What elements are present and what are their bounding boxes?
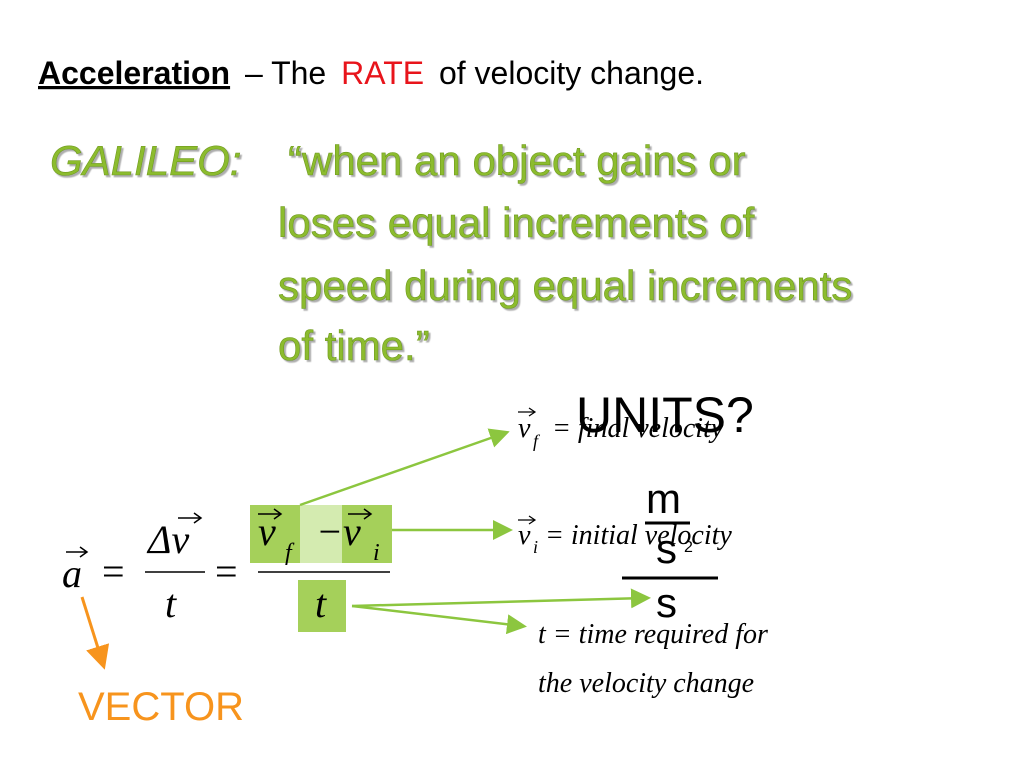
vector-arrow <box>66 546 89 558</box>
units-label: UNITS? <box>576 387 754 443</box>
quote-line: speed during equal increments <box>278 262 852 309</box>
quote-speaker: GALILEO: <box>50 137 241 184</box>
vector-arrow <box>518 407 537 417</box>
eq-t2: t <box>315 581 327 626</box>
def-sub: f <box>533 431 541 451</box>
quote: GALILEO: “when an object gains or loses … <box>50 137 853 370</box>
def-text: = initial velocity <box>545 520 732 551</box>
units-exponent: 2 <box>684 539 693 556</box>
arrow <box>351 588 651 609</box>
box-t <box>298 580 346 632</box>
quote-line: “when an object gains or <box>288 137 746 184</box>
eq-a: a <box>62 551 82 596</box>
units-denominator: s <box>656 525 677 572</box>
def-symbol: v <box>518 520 531 551</box>
title-term: Acceleration <box>38 55 230 91</box>
arrow-vector <box>80 596 110 670</box>
arrows <box>299 428 651 635</box>
units-outer-denominator: s <box>656 579 677 626</box>
units: UNITS? m s 2 s <box>576 387 754 626</box>
eq-minus-vi: −v <box>316 509 361 554</box>
def-symbol: v <box>518 413 531 444</box>
quote-line: of time.” <box>278 322 430 369</box>
eq-equals: = <box>102 549 125 594</box>
title-dash: – The <box>245 55 326 91</box>
vector-arrow <box>178 512 203 524</box>
eq-t: t <box>165 581 177 626</box>
vector-arrow <box>348 508 373 520</box>
def-text: = final velocity <box>552 413 724 444</box>
arrow <box>299 428 510 507</box>
title-rate: RATE <box>341 55 424 91</box>
def-sub: i <box>533 537 538 557</box>
box-minus <box>300 505 342 563</box>
def-line: t = time required for <box>538 619 768 650</box>
vector-label: VECTOR <box>78 685 244 729</box>
vector-arrow <box>518 515 537 525</box>
title-rest: of velocity change. <box>439 55 704 91</box>
definitions: v f = final velocity v i = initial veloc… <box>518 407 768 699</box>
def-line: the velocity change <box>538 668 754 699</box>
vector-arrow <box>258 508 283 520</box>
eq-vf-sub: f <box>285 540 295 566</box>
eq-delta-v: Δv <box>146 517 189 562</box>
eq-vf: v <box>258 509 276 554</box>
units-numerator: m <box>646 475 681 522</box>
arrow <box>351 604 527 635</box>
equation: a = Δv t = v f −v i t <box>62 508 390 626</box>
eq-vi-sub: i <box>373 540 380 566</box>
quote-line: loses equal increments of <box>278 199 755 246</box>
eq-equals: = <box>215 549 238 594</box>
title: Acceleration – The RATE of velocity chan… <box>38 55 704 91</box>
